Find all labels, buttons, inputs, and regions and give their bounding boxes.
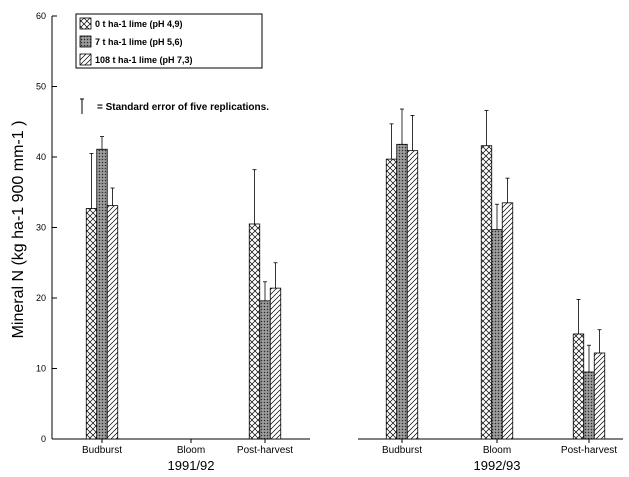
legend-label-1: 7 t ha-1 lime (pH 5,6) bbox=[95, 37, 183, 47]
bar-1-0-2 bbox=[406, 150, 419, 440]
bar-1-2-1 bbox=[583, 371, 595, 440]
legend-swatch-1 bbox=[79, 35, 92, 48]
legend-label-2: 108 t ha-1 lime (pH 7,3) bbox=[95, 55, 193, 65]
y-tick-label-4: 40 bbox=[36, 152, 46, 162]
legend-swatch-0 bbox=[79, 17, 92, 30]
y-tick-label-2: 20 bbox=[36, 293, 46, 303]
group-label-0: 1991/92 bbox=[168, 458, 215, 472]
bar-0-2-0 bbox=[248, 223, 261, 440]
bar-0-2-2 bbox=[269, 287, 282, 440]
se-note-text: = Standard error of five replications. bbox=[97, 102, 269, 113]
legend: 0 t ha-1 lime (pH 4,9) 7 t ha-1 lime (pH… bbox=[75, 13, 263, 69]
bars bbox=[85, 108, 606, 440]
bar-1-0-1 bbox=[396, 143, 408, 440]
bar-1-1-0 bbox=[480, 145, 493, 440]
y-tick-label-1: 10 bbox=[36, 364, 46, 374]
axes: 0 10 20 30 40 50 60 Budburst Bloom Post-harvest 19… bbox=[36, 11, 623, 473]
y-tick-label-0: 0 bbox=[41, 434, 46, 444]
y-tick-label-5: 50 bbox=[36, 82, 46, 92]
category-label-1-2: Post-harvest bbox=[561, 445, 617, 456]
bar-1-0-0 bbox=[385, 158, 398, 440]
legend-swatch-2 bbox=[79, 53, 92, 66]
category-label-0-0: Budburst bbox=[82, 445, 122, 456]
bar-1-1-2 bbox=[501, 202, 514, 440]
legend-box bbox=[75, 13, 263, 69]
category-label-0-2: Post-harvest bbox=[237, 445, 293, 456]
group-label-1: 1992/93 bbox=[474, 458, 521, 472]
bar-0-2-1 bbox=[259, 300, 271, 440]
y-tick-label-6: 60 bbox=[36, 11, 46, 21]
y-tick-label-3: 30 bbox=[36, 223, 46, 233]
bar-0-0-2 bbox=[106, 205, 119, 440]
bar-0-0-1 bbox=[96, 148, 108, 440]
legend-label-0: 0 t ha-1 lime (pH 4,9) bbox=[95, 19, 183, 29]
standard-error-note: = Standard error of five replications. bbox=[80, 98, 269, 114]
category-label-1-1: Bloom bbox=[483, 445, 511, 456]
y-axis-label: Mineral N (kg ha-1 900 mm-1 ) bbox=[10, 121, 27, 339]
bar-1-2-2 bbox=[593, 352, 606, 440]
category-label-0-1: Bloom bbox=[177, 445, 205, 456]
bar-1-1-1 bbox=[491, 229, 503, 440]
category-label-1-0: Budburst bbox=[382, 445, 422, 456]
bar-1-2-0 bbox=[572, 333, 585, 440]
bar-0-0-0 bbox=[85, 208, 98, 440]
